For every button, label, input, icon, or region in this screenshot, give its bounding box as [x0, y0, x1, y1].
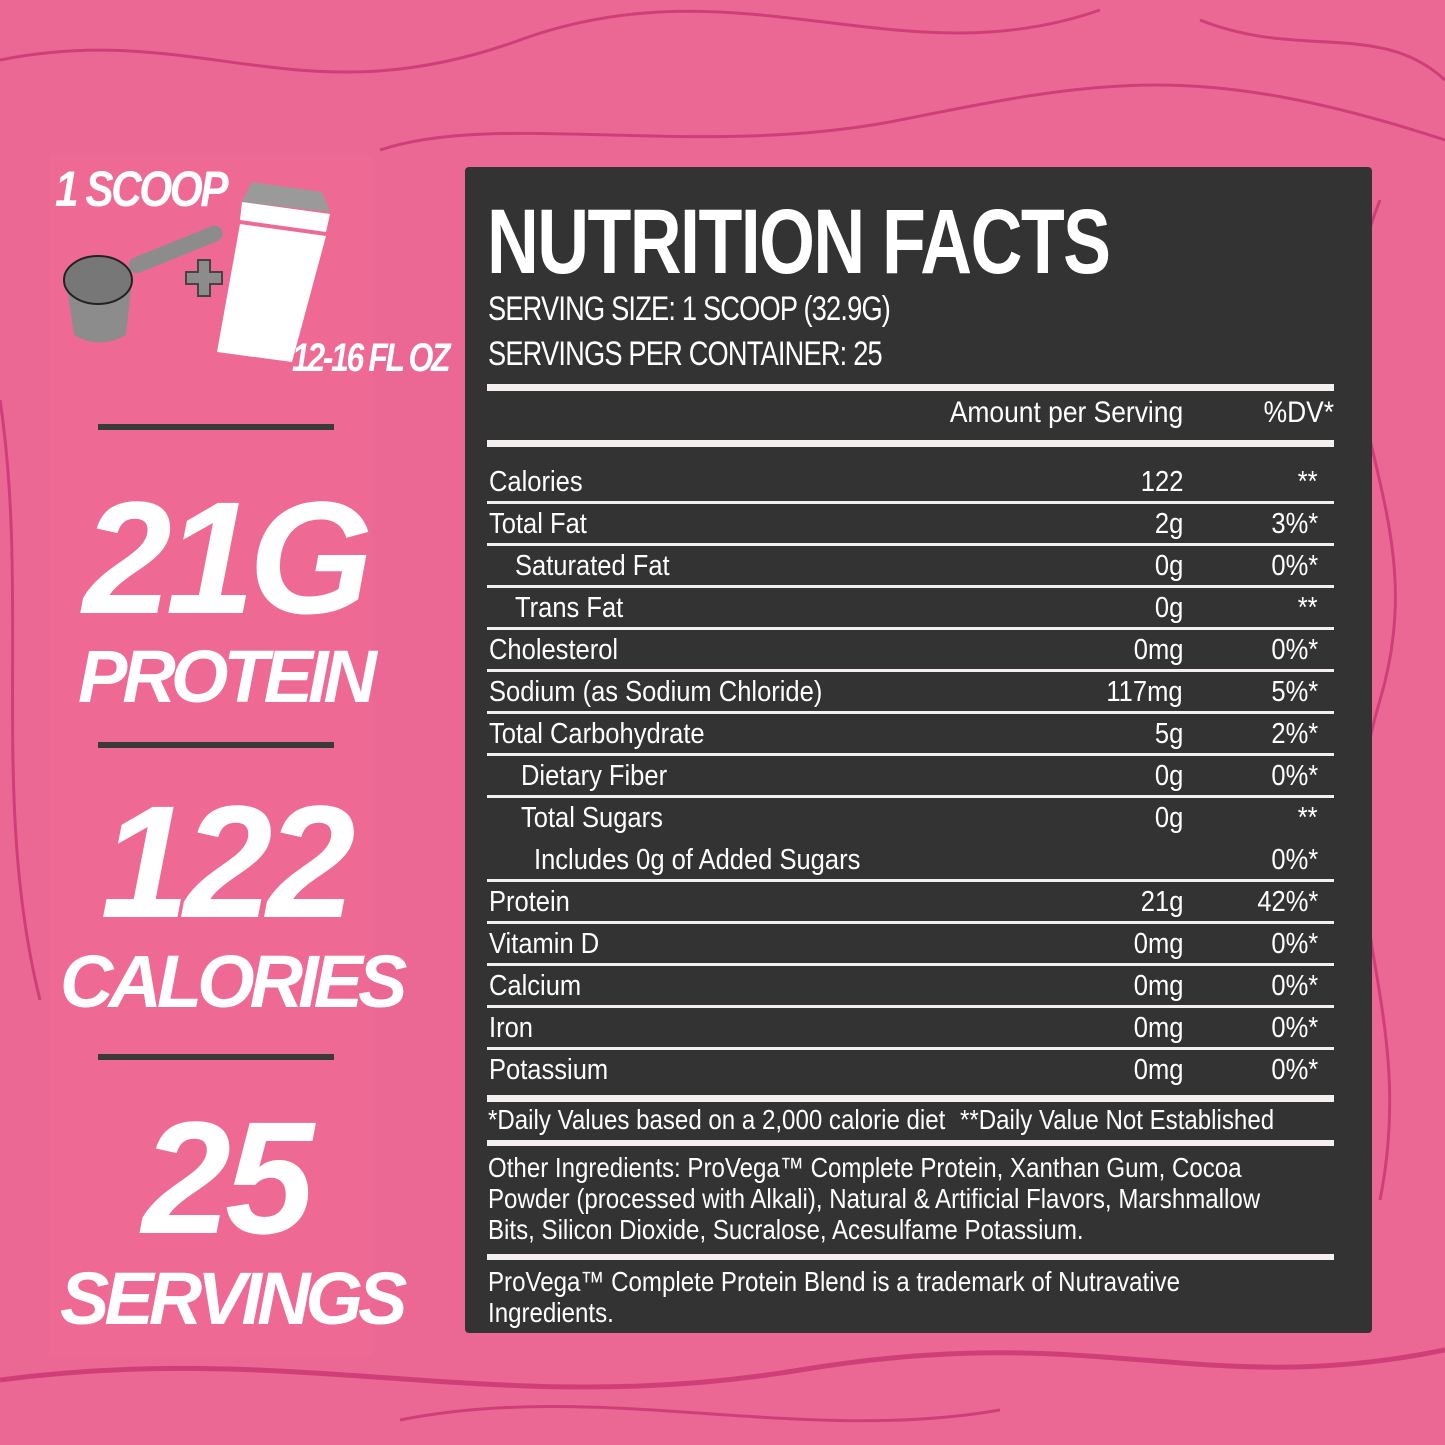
nutrient-row: Vitamin D 0mg 0%* — [487, 924, 1334, 966]
nutrient-row: Sodium (as Sodium Chloride) 117mg 5%* — [487, 672, 1334, 714]
divider — [487, 1254, 1334, 1260]
shaker-bottle-icon — [217, 182, 330, 362]
nutrient-dv: ** — [1298, 466, 1318, 498]
nutrient-amount: 0g — [1154, 550, 1183, 582]
divider — [98, 424, 334, 430]
nutrient-dv: 0%* — [1271, 844, 1318, 876]
amount-header: Amount per Serving — [949, 396, 1183, 429]
divider — [487, 384, 1334, 391]
trademark-note: ProVega™ Complete Protein Blend is a tra… — [488, 1266, 1180, 1328]
protein-value: 21G — [82, 468, 373, 647]
nutrient-dv: 0%* — [1271, 634, 1318, 666]
nutrient-row: Total Sugars 0g ** — [487, 798, 1334, 840]
plus-icon — [185, 259, 223, 297]
nutrient-row: Total Carbohydrate 5g 2%* — [487, 714, 1334, 756]
nutrient-amount: 117mg — [1106, 676, 1183, 708]
nutrient-name: Iron — [489, 1012, 533, 1044]
servings-label: SERVINGS — [60, 1257, 407, 1340]
divider — [487, 1095, 1334, 1102]
calories-value: 122 — [100, 772, 356, 951]
nutrition-facts-title: NUTRITION FACTS — [487, 191, 1111, 293]
nutrient-name: Saturated Fat — [515, 550, 670, 582]
scoop-icon — [63, 225, 223, 343]
nutrient-dv: 42%* — [1256, 886, 1318, 918]
divider — [487, 440, 1334, 447]
nutrient-amount: 0mg — [1133, 1012, 1183, 1044]
ingredients: Other Ingredients: ProVega™ Complete Pro… — [488, 1152, 1261, 1245]
nutrient-row: Calories 122 ** — [487, 462, 1334, 504]
nutrient-amount: 0mg — [1133, 634, 1183, 666]
nutrient-name: Calcium — [489, 970, 582, 1002]
nutrient-row: Includes 0g of Added Sugars 0%* — [487, 840, 1334, 882]
protein-label: PROTEIN — [78, 635, 377, 718]
nutrient-dv: ** — [1298, 802, 1318, 834]
nutrient-row: Iron 0mg 0%* — [487, 1008, 1334, 1050]
serving-size: SERVING SIZE: 1 SCOOP (32.9G) — [488, 290, 891, 328]
nutrient-dv: 0%* — [1271, 970, 1318, 1002]
nutrient-name: Dietary Fiber — [521, 760, 668, 792]
nutrient-amount: 2g — [1154, 508, 1183, 540]
divider — [98, 742, 334, 748]
nutrient-dv: 0%* — [1271, 928, 1318, 960]
nutrient-dv: 3%* — [1271, 508, 1318, 540]
nutrient-row: Cholesterol 0mg 0%* — [487, 630, 1334, 672]
nutrient-row: Saturated Fat 0g 0%* — [487, 546, 1334, 588]
nutrient-name: Calories — [489, 466, 583, 498]
nutrient-amount: 0mg — [1133, 1054, 1183, 1086]
nutrient-name: Sodium (as Sodium Chloride) — [489, 676, 823, 708]
nutrient-amount: 0mg — [1133, 970, 1183, 1002]
nutrient-name: Cholesterol — [489, 634, 619, 666]
nutrient-row: Protein 21g 42%* — [487, 882, 1334, 924]
nutrient-amount: 5g — [1154, 718, 1183, 750]
water-amount-label: 12-16 FL OZ — [292, 336, 451, 380]
nutrient-name: Protein — [489, 886, 570, 918]
divider — [487, 1140, 1334, 1146]
nutrient-dv: 0%* — [1271, 550, 1318, 582]
nutrient-name: Total Sugars — [521, 802, 663, 834]
nutrient-name: Total Fat — [489, 508, 587, 540]
scoop-label: 1 SCOOP — [55, 161, 229, 217]
nutrition-facts-panel — [465, 167, 1372, 1333]
nutrient-row: Dietary Fiber 0g 0%* — [487, 756, 1334, 798]
servings-per-container: SERVINGS PER CONTAINER: 25 — [488, 335, 883, 373]
nutrient-dv: 2%* — [1271, 718, 1318, 750]
nutrient-dv: 0%* — [1271, 1054, 1318, 1086]
nutrient-dv: 0%* — [1271, 1012, 1318, 1044]
servings-value: 25 — [142, 1088, 314, 1267]
nutrient-amount: 0mg — [1133, 928, 1183, 960]
footnote-not-established: **Daily Value Not Established — [960, 1104, 1275, 1135]
nutrient-name: Potassium — [489, 1054, 609, 1086]
nutrient-row: Potassium 0mg 0%* — [487, 1050, 1334, 1092]
nutrient-amount: 0g — [1154, 802, 1183, 834]
nutrient-name: Vitamin D — [489, 928, 600, 960]
nutrient-row: Trans Fat 0g ** — [487, 588, 1334, 630]
nutrient-name: Trans Fat — [515, 592, 624, 624]
nutrient-row: Calcium 0mg 0%* — [487, 966, 1334, 1008]
nutrient-amount: 21g — [1140, 886, 1183, 918]
nutrient-amount: 122 — [1140, 466, 1183, 498]
nutrient-dv: 0%* — [1271, 760, 1318, 792]
calories-label: CALORIES — [60, 940, 407, 1023]
nutrient-dv: ** — [1298, 592, 1318, 624]
nutrient-name: Total Carbohydrate — [489, 718, 705, 750]
divider — [98, 1054, 334, 1060]
dv-header: %DV* — [1263, 396, 1334, 429]
nutrient-amount: 0g — [1154, 760, 1183, 792]
nutrient-dv: 5%* — [1271, 676, 1318, 708]
left-column — [50, 155, 372, 1355]
footnote-dv: *Daily Values based on a 2,000 calorie d… — [488, 1104, 946, 1135]
nutrient-name: Includes 0g of Added Sugars — [534, 844, 861, 876]
nutrient-amount: 0g — [1154, 592, 1183, 624]
nutrient-row: Total Fat 2g 3%* — [487, 504, 1334, 546]
